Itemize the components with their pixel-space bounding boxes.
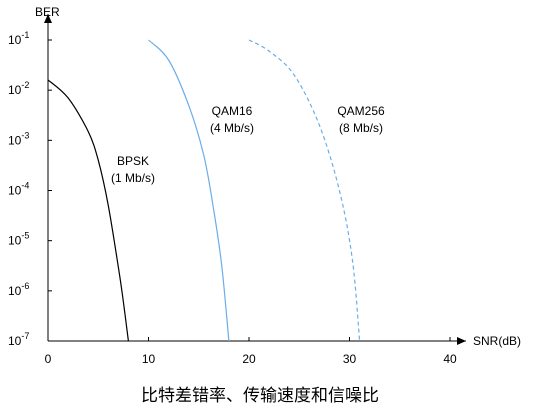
series-line-1	[148, 39, 230, 342]
series-label-2: QAM256	[337, 104, 385, 118]
x-tick-label: 20	[242, 352, 256, 366]
series-line-2	[248, 39, 361, 342]
series-labels: BPSK (1 Mb/s) QAM16 (4 Mb/s) QAM256 (8 Mb/s)	[111, 104, 385, 185]
series-label-0: BPSK	[117, 154, 149, 168]
x-tick-label: 30	[343, 352, 357, 366]
series-label-0: (1 Mb/s)	[111, 171, 155, 185]
y-axis-label: BER	[35, 5, 60, 19]
x-axis-label: SNR(dB)	[473, 334, 521, 348]
y-tick-label: 10-3	[8, 130, 29, 147]
y-tick-label: 10-4	[8, 181, 29, 198]
x-tick-labels: 0 10 20 30 40	[45, 337, 457, 366]
series-label-2: (8 Mb/s)	[339, 121, 383, 135]
x-tick-label: 10	[142, 352, 156, 366]
series-label-1: (4 Mb/s)	[210, 121, 254, 135]
series-label-1: QAM16	[212, 104, 253, 118]
x-tick-label: 40	[443, 352, 457, 366]
figure-caption: 比特差错率、传输速度和信噪比	[141, 386, 379, 406]
x-tick-label: 0	[45, 352, 52, 366]
y-tick-label: 10-7	[8, 331, 29, 348]
y-tick-labels: 10-1 10-2 10-3 10-4 10-5 10-6 10-7	[8, 30, 52, 348]
y-tick-label: 10-6	[8, 281, 29, 298]
series-line-0	[47, 79, 129, 342]
y-tick-label: 10-1	[8, 30, 29, 47]
y-tick-label: 10-5	[8, 231, 29, 248]
ber-curves	[47, 39, 361, 342]
y-tick-label: 10-2	[8, 80, 29, 97]
